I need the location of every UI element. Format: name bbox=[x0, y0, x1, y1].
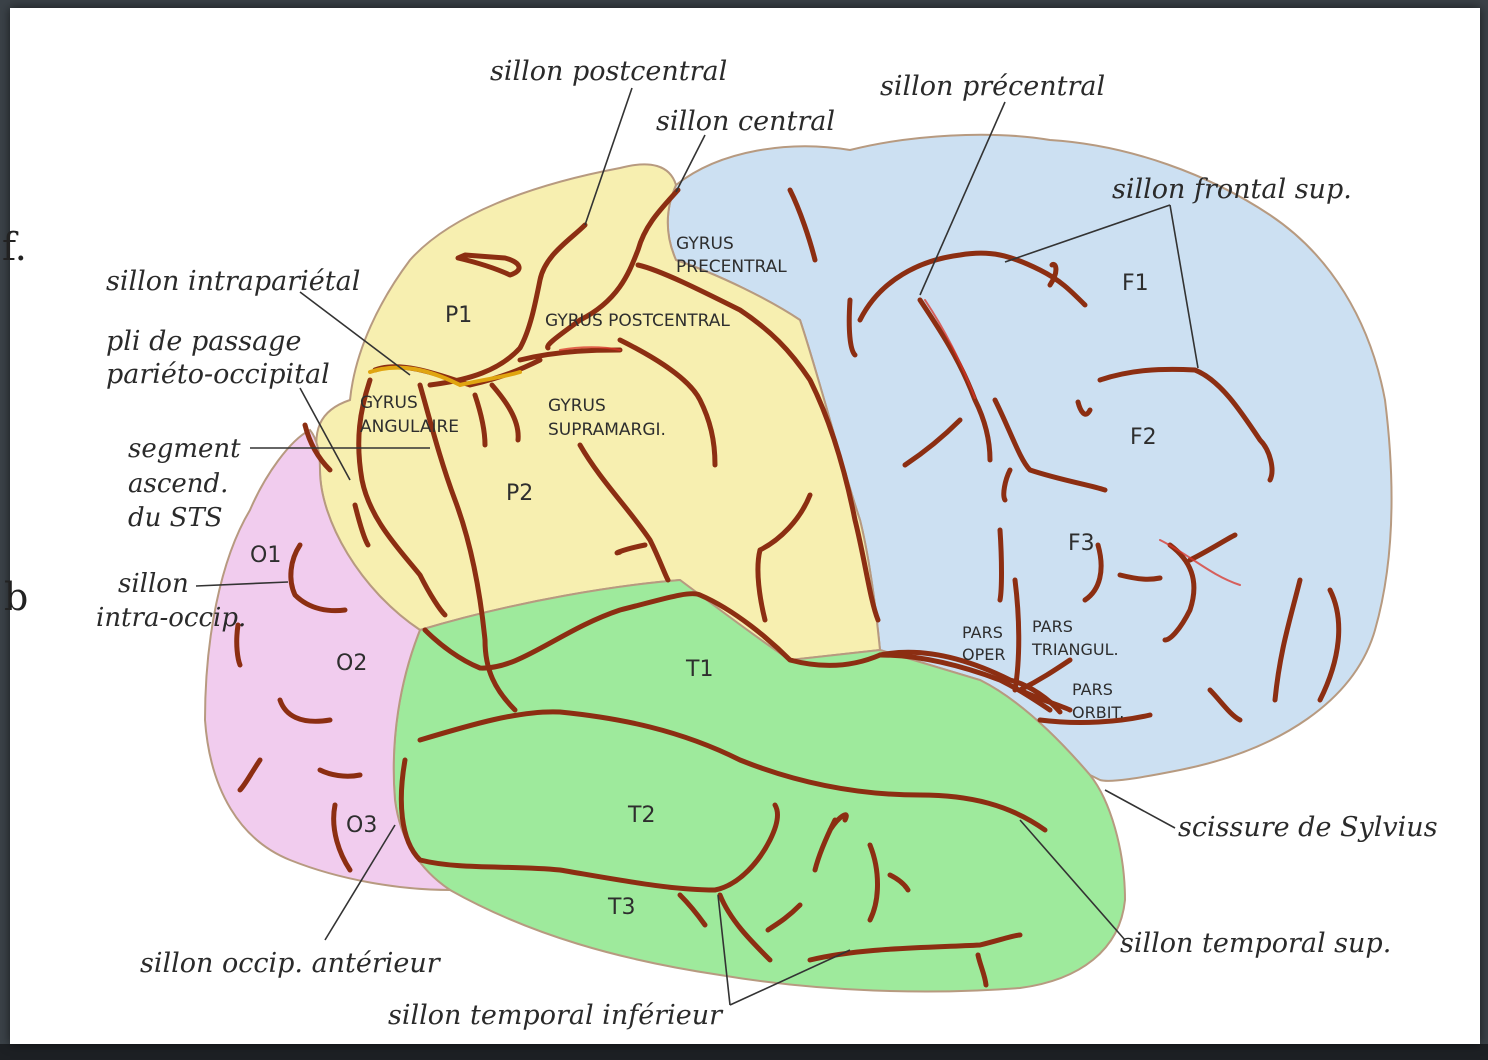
postcentral-sulcus bbox=[427, 222, 588, 388]
region-pars-oper-1: PARS bbox=[962, 623, 1003, 642]
label-sillon-intraparietal: sillon intrapariétal bbox=[106, 266, 360, 297]
sylvian-fissure bbox=[877, 652, 1053, 713]
region-gyrus-supramarg-2: SUPRAMARGI. bbox=[548, 420, 666, 440]
region-gyrus-angulaire-1: GYRUS bbox=[360, 393, 418, 413]
region-f3: F3 bbox=[1068, 531, 1095, 556]
frontal-inf-sulcus bbox=[992, 397, 1108, 503]
region-t3: T3 bbox=[607, 895, 635, 920]
frontal-misc-1 bbox=[997, 399, 1163, 603]
right-frame bbox=[1480, 0, 1488, 1060]
label-sillon-occip-anterieur: sillon occip. antérieur bbox=[140, 948, 442, 979]
angular-sulcus bbox=[417, 382, 518, 713]
parieto-occipital-fold bbox=[368, 365, 522, 388]
label-segment-3: du STS bbox=[128, 503, 223, 533]
label-sillon-postcentral: sillon postcentral bbox=[490, 56, 727, 87]
region-gyrus-supramarg-1: GYRUS bbox=[548, 396, 606, 416]
region-gyrus-postcentral: GYRUS POSTCENTRAL bbox=[545, 311, 730, 331]
its bbox=[398, 757, 780, 893]
frontal-misc-2 bbox=[1162, 532, 1342, 703]
label-sillon-temporal-sup: sillon temporal sup. bbox=[1120, 928, 1391, 959]
region-pars-triangul-1: PARS bbox=[1032, 617, 1073, 636]
region-p1: P1 bbox=[445, 303, 472, 328]
region-f1: F1 bbox=[1122, 271, 1149, 296]
region-pars-triangul-2: TRIANGUL. bbox=[1031, 640, 1119, 659]
region-p2: P2 bbox=[506, 481, 533, 506]
label-pli-passage-2: pariéto-occipital bbox=[106, 359, 330, 390]
label-sillon-intraoccip-1: sillon bbox=[118, 569, 189, 599]
label-sillon-intraoccip-2: intra-occip. bbox=[96, 603, 246, 633]
precentral-sulcus bbox=[857, 250, 1088, 323]
precentral-sulcus-lower bbox=[617, 337, 718, 468]
region-o3: O3 bbox=[346, 813, 377, 838]
bottom-frame bbox=[0, 1044, 1488, 1060]
region-pars-orbit-2: ORBIT. bbox=[1072, 703, 1124, 722]
sts bbox=[417, 709, 1048, 833]
temporal-small-1 bbox=[812, 812, 849, 873]
region-pars-orbit-1: PARS bbox=[1072, 680, 1113, 699]
label-pli-passage-1: pli de passage bbox=[106, 326, 301, 357]
region-o1: O1 bbox=[250, 543, 281, 568]
occipital-sulcus bbox=[288, 542, 348, 614]
edge-mark-bottom: b bbox=[4, 575, 29, 619]
supramarginal-sulcus bbox=[577, 442, 671, 583]
region-gyrus-angulaire-2: ANGULAIRE bbox=[360, 417, 459, 437]
region-o2: O2 bbox=[336, 651, 367, 676]
central-sulcus bbox=[545, 187, 681, 351]
frontal-sup-sulcus bbox=[1047, 261, 1275, 483]
sylvian-ramus bbox=[1012, 577, 1073, 713]
label-scissure-sylvius: scissure de Sylvius bbox=[1178, 812, 1438, 843]
occipital-lobe bbox=[203, 428, 454, 892]
region-gyrus-precentral-2: PRECENTRAL bbox=[676, 257, 787, 277]
sulci bbox=[234, 187, 1342, 988]
label-sillon-frontal-sup: sillon frontal sup. bbox=[1112, 174, 1352, 205]
label-segment-2: ascend. bbox=[128, 469, 228, 499]
frontal-misc-3 bbox=[787, 187, 1243, 725]
occipital-sulcus-3 bbox=[302, 422, 371, 548]
label-sillon-central: sillon central bbox=[656, 106, 835, 137]
left-frame bbox=[0, 0, 10, 1060]
angular-sulcus-3 bbox=[472, 382, 521, 448]
region-t2: T2 bbox=[627, 803, 655, 828]
p1-sulcus bbox=[455, 252, 522, 278]
sts-ascending bbox=[422, 591, 1063, 715]
label-sillon-precentral: sillon précentral bbox=[880, 71, 1105, 102]
label-sillon-temporal-inf: sillon temporal inférieur bbox=[388, 1000, 724, 1031]
supramarginal-sulcus-2 bbox=[755, 492, 813, 623]
leader-lines bbox=[195, 87, 1199, 1006]
temporal-small-2 bbox=[677, 842, 911, 933]
edge-mark-top: f. bbox=[2, 225, 27, 269]
region-pars-oper-2: OPER bbox=[962, 645, 1005, 664]
region-f2: F2 bbox=[1130, 425, 1157, 450]
region-t1: T1 bbox=[685, 657, 713, 682]
region-gyrus-precentral-1: GYRUS bbox=[676, 234, 734, 254]
occipital-sulcus-2 bbox=[234, 622, 363, 873]
top-frame bbox=[0, 0, 1488, 8]
sulcus-highlight-1 bbox=[559, 299, 1241, 586]
its-lower bbox=[717, 892, 1023, 988]
label-segment-1: segment bbox=[128, 434, 241, 464]
central-sulcus-lower bbox=[635, 262, 881, 623]
angular-sulcus-2 bbox=[356, 377, 448, 618]
